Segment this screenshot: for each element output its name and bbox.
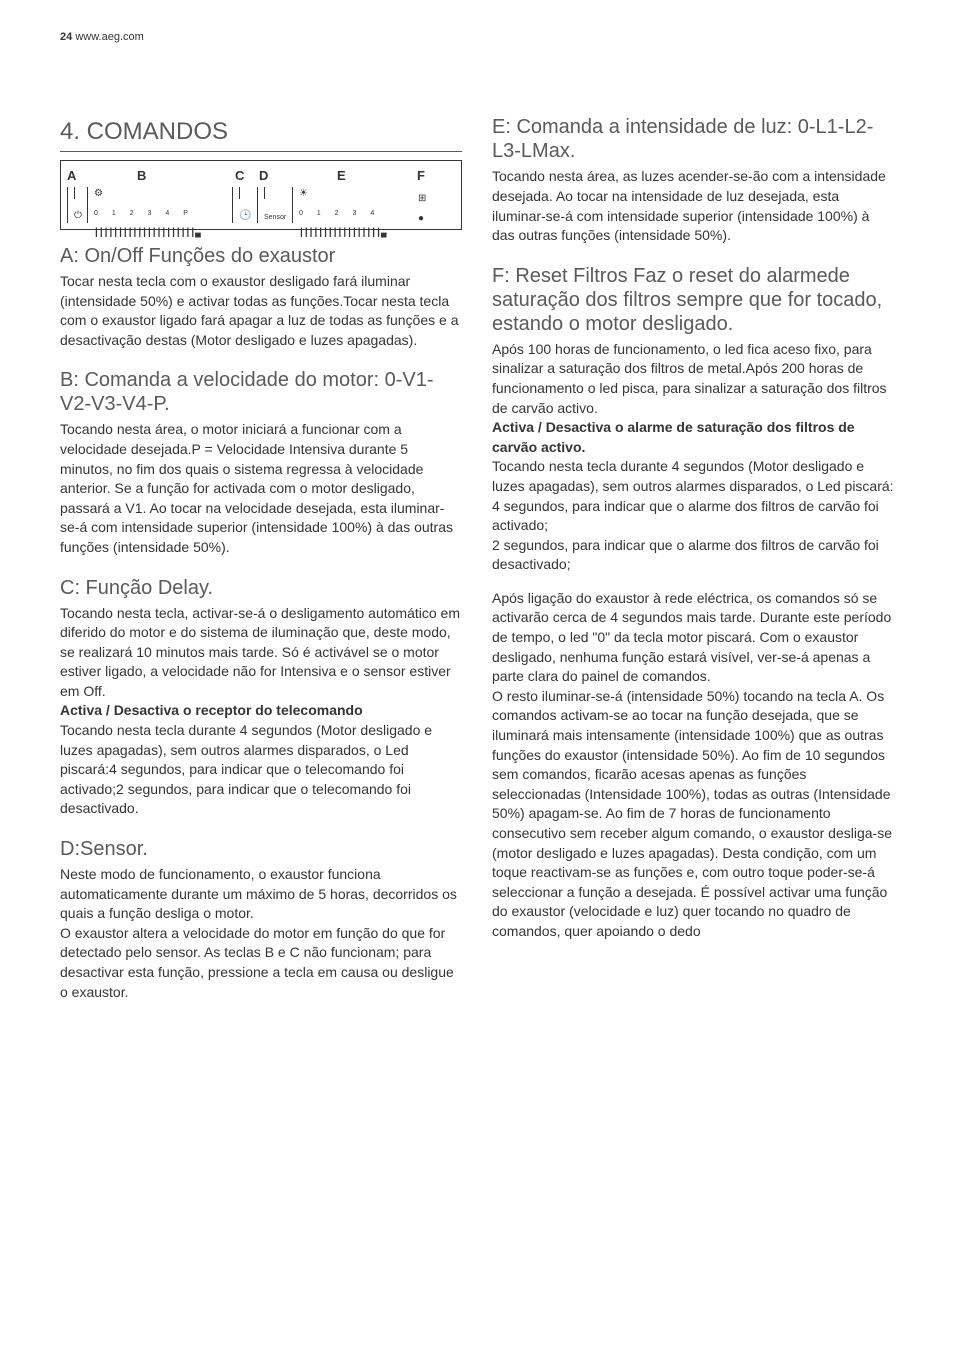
panel-label-e: E (337, 167, 346, 185)
section-f-body2: Tocando nesta tecla durante 4 segundos (… (492, 457, 894, 535)
page-header: 24 www.aeg.com (60, 30, 894, 45)
dot-icon: ● (418, 212, 424, 226)
panel-label-d: D (259, 167, 268, 185)
panel-ticks-b: ┃┃┃┃┃┃┃┃┃┃┃┃┃┃┃┃┃┃┃┃┃▄ (94, 227, 201, 238)
panel-icons-row: ⏻ ⚙ 0 1 2 3 4 P ┃┃┃┃┃┃┃┃┃┃┃┃┃┃┃┃┃┃┃┃┃▄ (67, 187, 455, 223)
panel-ticks-e: ┃┃┃┃┃┃┃┃┃┃┃┃┃┃┃┃┃▄ (299, 227, 387, 238)
header-url: www.aeg.com (75, 31, 143, 43)
panel-scale-e: 0 1 2 3 4 (299, 210, 380, 217)
section-4-title: 4. COMANDOS (60, 115, 462, 152)
left-column: 4. COMANDOS A B C D E F ⏻ ⚙ (60, 115, 462, 1020)
section-d-body2: O exaustor altera a velocidade do motor … (60, 924, 462, 1002)
section-e-title: E: Comanda a intensidade de luz: 0-L1-L2… (492, 115, 894, 163)
section-c-body1: Tocando nesta tecla, activar-se-á o desl… (60, 604, 462, 702)
section-d-body1: Neste modo de funcionamento, o exaustor … (60, 865, 462, 924)
panel-segment-e: ☀ 0 1 2 3 4 ┃┃┃┃┃┃┃┃┃┃┃┃┃┃┃┃┃▄ (292, 187, 407, 223)
power-icon: ⏻ (74, 209, 81, 223)
section-c-bold: Activa / Desactiva o receptor do telecom… (60, 702, 363, 718)
sensor-label: Sensor (264, 213, 287, 223)
content-columns: 4. COMANDOS A B C D E F ⏻ ⚙ (60, 115, 894, 1020)
section-f-body4: Após ligação do exaustor à rede eléctric… (492, 589, 894, 687)
section-f-body1: Após 100 horas de funcionamento, o led f… (492, 340, 894, 418)
section-d-title: D:Sensor. (60, 837, 462, 861)
section-a-title: A: On/Off Funções do exaustor (60, 244, 462, 268)
section-b-title: B: Comanda a velocidade do motor: 0-V1-V… (60, 368, 462, 416)
panel-label-row: A B C D E F (67, 167, 455, 183)
section-e-body: Tocando nesta área, as luzes acender-se-… (492, 167, 894, 245)
panel-segment-b: ⚙ 0 1 2 3 4 P ┃┃┃┃┃┃┃┃┃┃┃┃┃┃┃┃┃┃┃┃┃▄ (87, 187, 227, 223)
page-number: 24 (60, 31, 72, 43)
panel-segment-c: 🕒 (232, 187, 252, 223)
section-c-title: C: Função Delay. (60, 576, 462, 600)
section-f-title: F: Reset Filtros Faz o reset do alarmede… (492, 264, 894, 336)
panel-label-a: A (67, 167, 76, 185)
section-e: E: Comanda a intensidade de luz: 0-L1-L2… (492, 115, 894, 245)
section-a: A: On/Off Funções do exaustor Tocar nest… (60, 244, 462, 350)
section-b: B: Comanda a velocidade do motor: 0-V1-V… (60, 368, 462, 557)
section-f-body3: 2 segundos, para indicar que o alarme do… (492, 536, 894, 575)
section-b-body: Tocando nesta área, o motor iniciará a f… (60, 420, 462, 557)
panel-label-f: F (417, 167, 425, 185)
section-f-bold: Activa / Desactiva o alarme de saturação… (492, 419, 855, 455)
control-panel-diagram: A B C D E F ⏻ ⚙ 0 1 (60, 160, 462, 230)
filter-icon: ⊞ (418, 192, 426, 206)
clock-icon: 🕒 (239, 209, 252, 223)
section-f-body5: O resto iluminar-se-á (intensidade 50%) … (492, 687, 894, 942)
panel-segment-f: ⊞ ● (412, 187, 442, 223)
section-c: C: Função Delay. Tocando nesta tecla, ac… (60, 576, 462, 820)
panel-scale-b: 0 1 2 3 4 P (94, 210, 194, 217)
section-c-body2: Tocando nesta tecla durante 4 segundos (… (60, 721, 462, 819)
panel-label-b: B (137, 167, 146, 185)
section-f: F: Reset Filtros Faz o reset do alarmede… (492, 264, 894, 942)
panel-segment-a: ⏻ (67, 187, 81, 223)
section-d: D:Sensor. Neste modo de funcionamento, o… (60, 837, 462, 1002)
panel-label-c: C (235, 167, 244, 185)
section-a-body: Tocar nesta tecla com o exaustor desliga… (60, 272, 462, 350)
light-icon: ☀ (299, 187, 407, 201)
panel-segment-d: Sensor (257, 187, 287, 223)
fan-icon: ⚙ (94, 187, 227, 201)
right-column: E: Comanda a intensidade de luz: 0-L1-L2… (492, 115, 894, 1020)
